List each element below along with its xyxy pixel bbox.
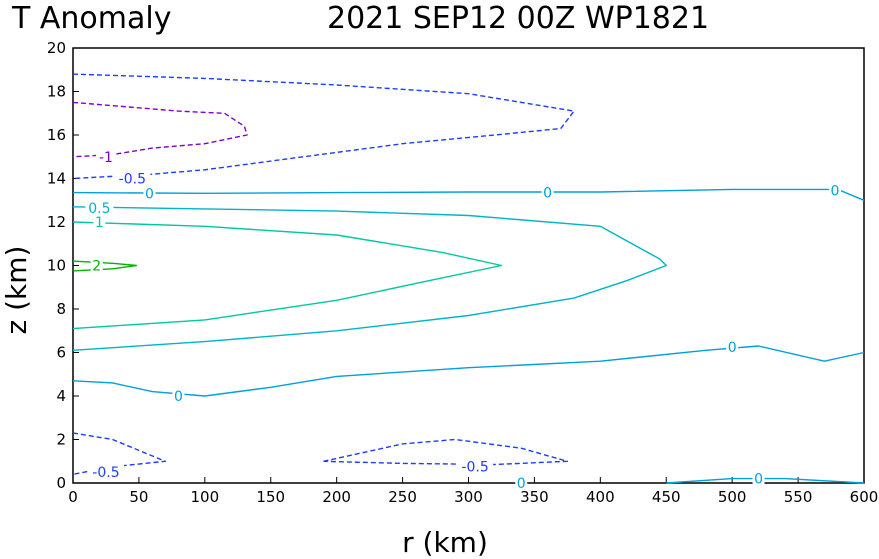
contour-label: -0.5	[461, 460, 488, 476]
contour-line-2	[72, 188, 865, 201]
contour-label-bg	[726, 339, 739, 355]
contour-line-1	[72, 73, 575, 180]
contour-label: 0	[145, 187, 154, 203]
contour-line-0	[72, 101, 248, 158]
contour-label-bg	[828, 182, 841, 198]
x-tick-label: 50	[129, 488, 148, 506]
contour-label: 1	[95, 215, 104, 231]
x-tick-label: 600	[850, 488, 879, 506]
x-tick-label: 300	[454, 488, 483, 506]
contour-label: 0	[517, 476, 526, 492]
contour-label: -0.5	[119, 172, 146, 188]
contour-label: 0	[754, 472, 763, 488]
contour-line-3	[72, 206, 667, 351]
x-tick-label: 150	[256, 488, 285, 506]
contour-label-bg	[752, 470, 765, 486]
x-axis-label: r (km)	[402, 526, 488, 559]
y-tick-label: 14	[47, 170, 66, 188]
y-tick-label: 6	[56, 344, 66, 362]
x-tick-label: 350	[520, 488, 549, 506]
contour-label-bg	[93, 214, 106, 229]
chart-title-left: T Anomaly	[11, 1, 171, 36]
y-tick-label: 18	[47, 83, 66, 101]
y-tick-label: 8	[56, 300, 66, 318]
contour-line-6	[72, 345, 865, 397]
contour-label: 0	[174, 389, 183, 405]
contour-label: -1	[99, 150, 113, 166]
y-tick-label: 0	[56, 474, 66, 492]
contour-label-bg	[457, 458, 494, 474]
contour-line-4	[72, 221, 503, 330]
contour-label: 2	[92, 259, 101, 275]
contour-label-bg	[87, 464, 124, 480]
x-tick-label: 250	[388, 488, 417, 506]
contour-label: 0.5	[88, 201, 110, 217]
contour-label-bg	[90, 257, 103, 273]
chart-title-right: 2021 SEP12 00Z WP1821	[327, 1, 709, 36]
y-tick-label: 12	[47, 213, 66, 231]
contour-label: 0	[728, 340, 737, 356]
x-tick-label: 450	[652, 488, 681, 506]
contour-label-bg	[172, 388, 185, 403]
x-tick-label: 100	[191, 488, 220, 506]
y-axis-label: z (km)	[0, 246, 33, 335]
y-tick-label: 10	[47, 257, 66, 275]
x-tick-label: 200	[322, 488, 351, 506]
contour-lines	[72, 73, 865, 484]
contour-label-bg	[143, 185, 156, 201]
contour-label: 0	[543, 186, 552, 202]
contour-label: -0.5	[92, 465, 119, 481]
contour-label-bg	[515, 475, 528, 490]
y-tick-label: 2	[56, 431, 66, 449]
x-tick-label: 400	[586, 488, 615, 506]
plot-frame	[72, 47, 865, 484]
contour-line-8	[323, 438, 569, 466]
contour-label-bg	[541, 184, 554, 200]
y-tick-label: 20	[47, 39, 66, 57]
x-axis-ticks: 0 50 100 150 200 250 300 350 400 450 500 550 600	[68, 477, 878, 506]
contour-label-bg	[85, 199, 114, 215]
x-tick-label: 500	[718, 488, 747, 506]
contour-label: 0	[831, 183, 840, 199]
x-tick-label: 0	[68, 488, 78, 506]
contour-line-5	[72, 260, 138, 272]
y-axis-ticks: 0 2 4 6 8 10 12 14 16 18 20	[47, 39, 79, 492]
y-tick-label: 4	[56, 387, 66, 405]
y-tick-label: 16	[47, 126, 66, 144]
contour-label-bg	[95, 148, 116, 164]
x-tick-label: 550	[784, 488, 813, 506]
contour-label-bg	[114, 170, 151, 186]
